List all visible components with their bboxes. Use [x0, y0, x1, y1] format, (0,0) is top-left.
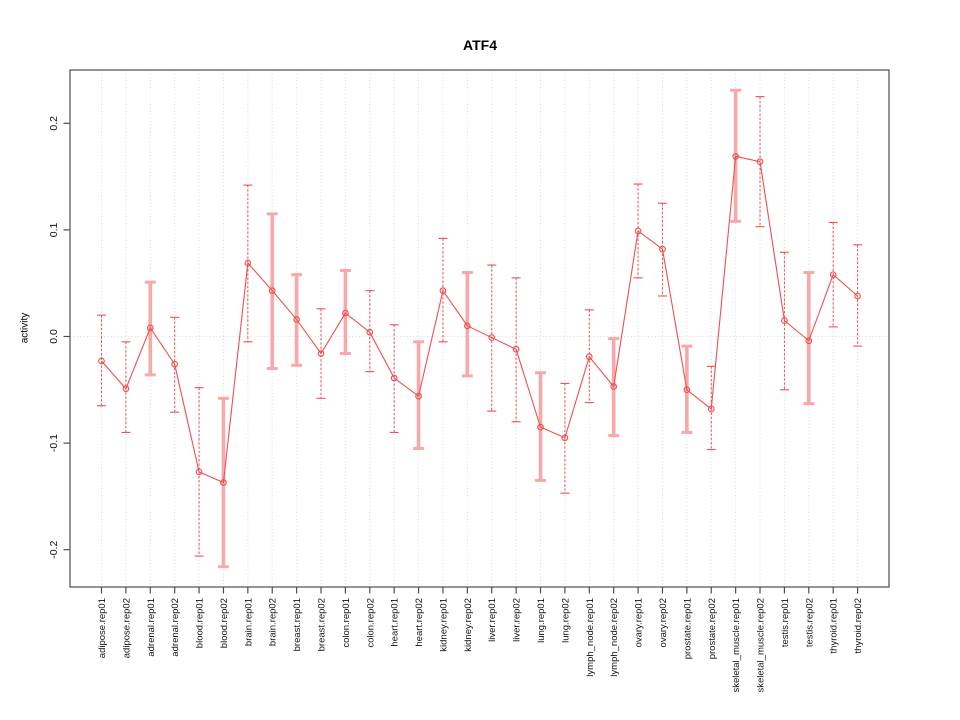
- data-point: [829, 271, 837, 279]
- x-tick-label: brain.rep02: [268, 598, 279, 646]
- data-point: [195, 468, 203, 476]
- data-point: [610, 383, 618, 390]
- x-tick-label: colon.rep01: [341, 598, 352, 648]
- y-tick-label: 0.2: [48, 116, 60, 131]
- x-tick-label: prostate.rep01: [682, 598, 693, 659]
- x-tick-label: heart.rep02: [414, 598, 425, 647]
- data-point: [805, 337, 813, 345]
- data-point: [415, 392, 422, 400]
- data-point: [439, 287, 447, 295]
- data-point: [464, 322, 471, 330]
- data-point: [244, 259, 252, 267]
- data-point: [781, 317, 788, 324]
- data-point: [366, 328, 374, 336]
- data-point: [634, 227, 642, 235]
- x-tick-label: testis.rep02: [804, 598, 815, 647]
- x-tick-label: testis.rep01: [780, 598, 791, 647]
- x-tick-label: adipose.rep01: [97, 598, 108, 658]
- y-tick-label: 0.0: [48, 329, 60, 344]
- x-tick-label: kidney.rep01: [438, 598, 449, 652]
- x-tick-label: lymph_node.rep02: [609, 598, 620, 677]
- data-point: [512, 345, 520, 353]
- x-tick-label: skeletal_muscle.rep01: [731, 598, 742, 693]
- x-tick-label: breast.rep01: [292, 598, 303, 651]
- data-point: [537, 423, 544, 431]
- x-tick-label: adipose.rep02: [121, 598, 132, 658]
- x-tick-label: thyroid.rep02: [853, 598, 864, 653]
- chart-title: ATF4: [463, 37, 497, 53]
- data-point: [683, 386, 691, 394]
- x-tick-label: lung.rep01: [536, 598, 547, 643]
- data-point: [220, 479, 227, 486]
- x-tick-label: blood.rep02: [219, 598, 230, 648]
- data-point: [756, 158, 764, 166]
- x-tick-label: blood.rep01: [195, 598, 206, 648]
- data-point: [171, 360, 179, 368]
- x-tick-label: prostate.rep02: [707, 598, 718, 659]
- data-point: [854, 292, 861, 300]
- x-tick-label: brain.rep01: [243, 598, 254, 646]
- y-tick-label: 0.1: [48, 222, 60, 237]
- x-tick-label: breast.rep02: [317, 598, 328, 651]
- data-point: [122, 385, 130, 393]
- x-tick-label: lung.rep02: [560, 598, 571, 643]
- data-point: [585, 353, 593, 361]
- x-tick-label: liver.rep01: [487, 598, 498, 642]
- data-point: [268, 287, 276, 295]
- x-tick-label: lymph_node.rep01: [585, 598, 596, 677]
- data-point: [98, 357, 105, 365]
- y-tick-label: -0.1: [48, 434, 60, 452]
- data-point: [561, 434, 569, 442]
- x-tick-label: ovary.rep01: [634, 598, 645, 647]
- data-point: [707, 405, 715, 413]
- data-point: [488, 334, 496, 341]
- data-point: [659, 245, 666, 253]
- x-tick-label: kidney.rep02: [463, 598, 474, 652]
- data-point: [293, 316, 300, 323]
- x-tick-label: adrenal.rep01: [146, 598, 157, 657]
- x-tick-label: thyroid.rep01: [829, 598, 840, 653]
- data-point: [732, 152, 739, 160]
- x-tick-label: skeletal_muscle.rep02: [756, 598, 767, 693]
- data-point: [342, 309, 349, 317]
- x-tick-label: heart.rep01: [390, 598, 401, 647]
- y-tick-label: -0.2: [48, 540, 60, 558]
- x-tick-label: liver.rep02: [512, 598, 523, 642]
- x-tick-label: ovary.rep02: [658, 598, 669, 647]
- data-point: [390, 374, 398, 382]
- x-tick-label: colon.rep02: [365, 598, 376, 648]
- series-line: [101, 155, 858, 484]
- x-tick-label: adrenal.rep02: [170, 598, 181, 657]
- data-point: [317, 350, 325, 357]
- plot-box: [69, 69, 890, 588]
- data-point: [146, 324, 154, 332]
